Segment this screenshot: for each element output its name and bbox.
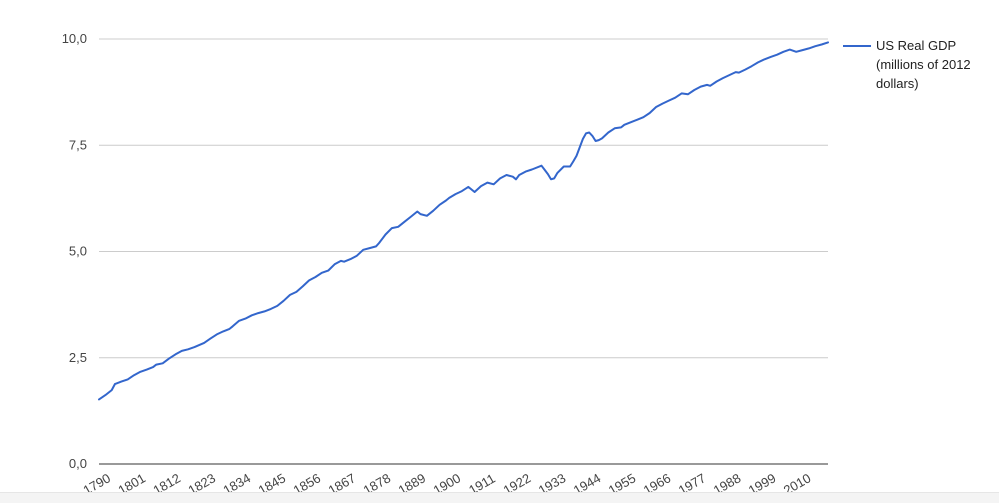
y-tick-label: 0,0	[69, 456, 87, 471]
gridlines	[99, 38, 828, 359]
legend-label-us-real-gdp: US Real GDP (millions of 2012 dollars)	[876, 38, 971, 91]
series-line-0	[98, 41, 829, 401]
y-tick-label: 7,5	[69, 137, 87, 152]
y-tick-label: 2,5	[69, 350, 87, 365]
series-lines	[98, 41, 829, 401]
y-tick-label: 5,0	[69, 244, 87, 259]
y-axis-ticks: 0,0 2,5 5,0 7,5 10,0	[62, 31, 87, 471]
y-tick-label: 10,0	[62, 31, 87, 46]
bottom-strip	[0, 492, 999, 503]
legend-swatch-us-real-gdp	[843, 45, 871, 47]
